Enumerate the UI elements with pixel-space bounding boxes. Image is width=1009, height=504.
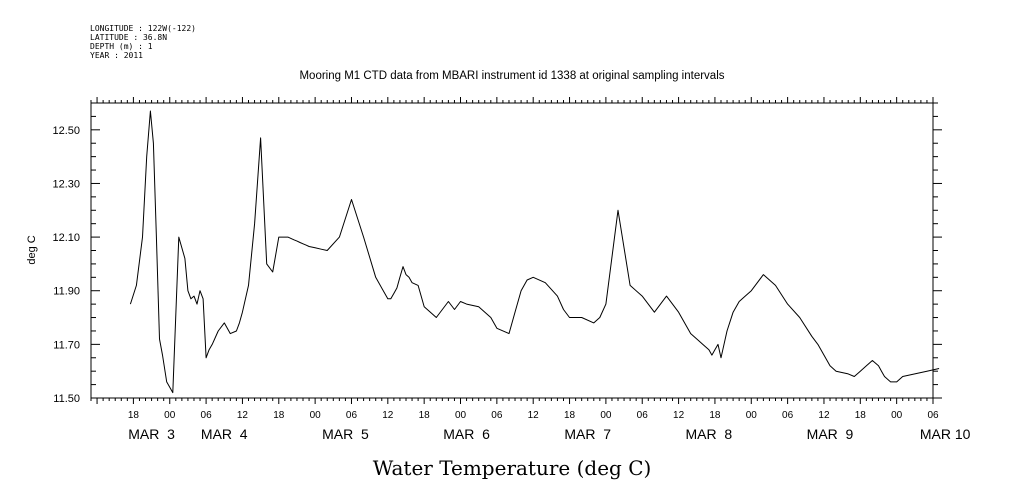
y-tick-label: 11.90 [53,286,80,298]
x-hour-label: 00 [746,410,758,421]
x-hour-label: 06 [346,410,358,421]
latitude-label: LATITUDE : 36.8N [90,33,167,42]
chart-title: Mooring M1 CTD data from MBARI instrumen… [299,70,724,82]
x-hour-label: 06 [927,410,939,421]
x-day-label: MAR 5 [322,426,369,442]
x-hour-label: 12 [237,410,249,421]
x-hour-label: 18 [273,410,285,421]
x-day-label: MAR 10 [920,426,971,442]
x-hour-label: 06 [637,410,649,421]
x-hour-label: 18 [128,410,140,421]
y-tick-label: 12.50 [52,125,80,137]
x-hour-label: 18 [564,410,576,421]
y-tick-label: 12.10 [52,232,80,244]
series-line-0 [129,110,940,394]
x-hour-label: 00 [455,410,467,421]
x-hour-label: 18 [419,410,431,421]
x-hour-label: 00 [164,410,176,421]
longitude-label: LONGITUDE : 122W(-122) [90,24,196,33]
x-hour-label: 00 [600,410,612,421]
x-hour-label: 18 [709,410,721,421]
y-tick-label: 11.50 [53,393,80,405]
y-tick-label: 11.70 [53,339,80,351]
axes: 11.50 11.70 11.90 12.10 12.30 12.50 18 00 06 12 18… [52,97,971,442]
x-hour-label: 00 [310,410,322,421]
x-day-label: MAR 6 [443,426,490,442]
y-tick-label: 12.30 [52,178,80,190]
depth-label: DEPTH (m) : 1 [90,42,153,51]
x-axis-label: Water Temperature (deg C) [373,456,652,480]
x-day-label: MAR 4 [201,426,248,442]
x-day-label: MAR 9 [807,426,854,442]
series-layer [129,110,940,394]
x-hour-label: 12 [818,410,830,421]
x-day-label: MAR 3 [128,426,175,442]
x-hour-label: 06 [491,410,503,421]
x-hour-label: 12 [673,410,685,421]
year-label: YEAR : 2011 [90,51,143,60]
x-hour-label: 18 [855,410,867,421]
x-hour-label: 12 [528,410,540,421]
x-hour-label: 00 [891,410,903,421]
x-day-label: MAR 8 [686,426,733,442]
x-hour-label: 06 [782,410,794,421]
plot-frame [90,102,934,399]
x-day-label: MAR 7 [564,426,611,442]
x-hour-label: 06 [201,410,213,421]
y-axis-label: deg C [26,235,38,264]
x-hour-label: 12 [382,410,394,421]
